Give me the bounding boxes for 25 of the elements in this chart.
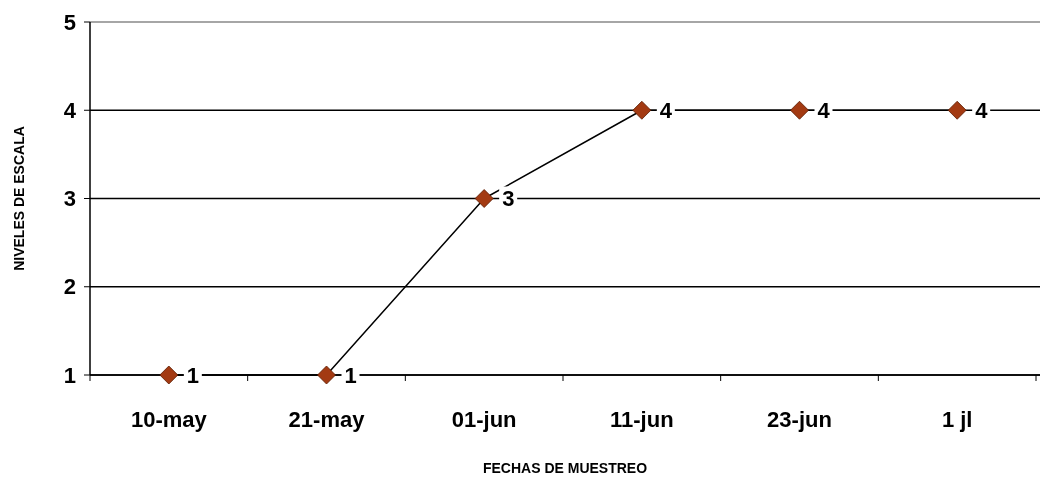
data-label: 3 xyxy=(502,186,515,212)
y-axis-title: NIVELES DE ESCALA xyxy=(11,126,27,271)
point xyxy=(159,365,179,385)
y-tick-label: 1 xyxy=(63,362,76,388)
data-label: 4 xyxy=(817,97,831,123)
data-label: 1 xyxy=(344,362,357,388)
point xyxy=(947,100,967,120)
point xyxy=(632,100,652,120)
point xyxy=(790,100,809,120)
y-tick-label: 2 xyxy=(63,274,76,300)
y-tick-label: 3 xyxy=(63,186,76,212)
x-tick-label: 21-may xyxy=(288,407,366,432)
x-axis-title: FECHAS DE MUESTREO xyxy=(482,460,648,476)
x-tick-label: 1 jl xyxy=(941,407,973,432)
point xyxy=(317,365,336,385)
y-tick-label: 4 xyxy=(63,97,77,123)
x-tick-label: 11-jun xyxy=(610,407,674,432)
x-tick-label: 01-jun xyxy=(451,407,517,432)
y-tick-label: 5 xyxy=(63,9,76,35)
x-tick-label: 23-jun xyxy=(767,407,832,432)
data-label: 1 xyxy=(186,362,200,388)
data-label: 4 xyxy=(975,97,989,123)
data-label: 4 xyxy=(659,97,673,123)
point xyxy=(474,189,494,208)
x-tick-label: 10-may xyxy=(130,407,208,432)
